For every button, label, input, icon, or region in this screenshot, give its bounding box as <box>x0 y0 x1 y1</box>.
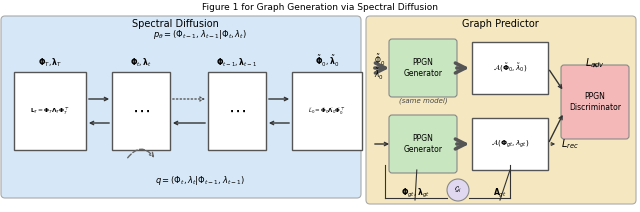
FancyBboxPatch shape <box>389 115 457 173</box>
Text: $\mathcal{A}(\mathbf{\Phi}_{gt}, \lambda_{gt})$: $\mathcal{A}(\mathbf{\Phi}_{gt}, \lambda… <box>491 138 529 150</box>
Text: PPGN
Discriminator: PPGN Discriminator <box>569 92 621 112</box>
Text: $\mathbf{\Phi}_t, \mathbf{\lambda}_t$: $\mathbf{\Phi}_t, \mathbf{\lambda}_t$ <box>130 57 152 69</box>
Text: $\cdots$: $\cdots$ <box>228 102 246 120</box>
Text: (same model): (same model) <box>399 98 447 105</box>
Text: Graph Predictor: Graph Predictor <box>461 19 538 29</box>
Bar <box>292 72 362 150</box>
Text: $q = (\Phi_t, \lambda_t|\Phi_{t-1}, \lambda_{t-1})$: $q = (\Phi_t, \lambda_t|\Phi_{t-1}, \lam… <box>155 174 245 187</box>
Text: $\tilde{\Phi}_0$: $\tilde{\Phi}_0$ <box>374 52 385 68</box>
Text: $\tilde{\lambda}_0$: $\tilde{\lambda}_0$ <box>374 66 384 82</box>
FancyBboxPatch shape <box>1 16 361 198</box>
Text: PPGN
Generator: PPGN Generator <box>403 134 442 154</box>
Text: $\mathbf{L}_T = \mathbf{\Phi}_T \mathbf{\Lambda}_T \mathbf{\Phi}_T^\top$: $\mathbf{L}_T = \mathbf{\Phi}_T \mathbf{… <box>30 105 70 117</box>
Bar <box>472 42 548 94</box>
Text: $L_{rec}$: $L_{rec}$ <box>561 137 579 151</box>
Text: $\mathbf{A}_{gt}$: $\mathbf{A}_{gt}$ <box>493 187 507 200</box>
Text: $\cdots$: $\cdots$ <box>132 102 150 120</box>
Bar <box>14 72 86 150</box>
FancyBboxPatch shape <box>389 39 457 97</box>
Text: $\tilde{\mathbf{\Phi}}_0, \tilde{\mathbf{\lambda}}_0$: $\tilde{\mathbf{\Phi}}_0, \tilde{\mathbf… <box>315 54 339 69</box>
Bar <box>208 72 266 150</box>
Circle shape <box>447 179 469 201</box>
Text: $p_{\theta} = (\Phi_{t-1}, \lambda_{t-1}|\Phi_t, \lambda_t)$: $p_{\theta} = (\Phi_{t-1}, \lambda_{t-1}… <box>153 28 247 41</box>
Text: $\tilde{L}_0 = \tilde{\mathbf{\Phi}}_0 \tilde{\mathbf{\Lambda}}_0 \tilde{\mathbf: $\tilde{L}_0 = \tilde{\mathbf{\Phi}}_0 \… <box>308 105 346 117</box>
Text: $L_{adv}$: $L_{adv}$ <box>585 56 605 70</box>
Text: $\mathbf{\Phi}_{t-1}, \mathbf{\lambda}_{t-1}$: $\mathbf{\Phi}_{t-1}, \mathbf{\lambda}_{… <box>216 57 258 69</box>
Text: Spectral Diffusion: Spectral Diffusion <box>132 19 218 29</box>
Text: $\mathcal{G}_i$: $\mathcal{G}_i$ <box>454 185 461 195</box>
Text: Figure 1 for Graph Generation via Spectral Diffusion: Figure 1 for Graph Generation via Spectr… <box>202 3 438 12</box>
FancyBboxPatch shape <box>366 16 636 204</box>
FancyBboxPatch shape <box>561 65 629 139</box>
Bar <box>472 118 548 170</box>
Text: PPGN
Generator: PPGN Generator <box>403 58 442 78</box>
Text: $\mathbf{\Phi}_{gt}, \mathbf{\lambda}_{gt}$: $\mathbf{\Phi}_{gt}, \mathbf{\lambda}_{g… <box>401 187 429 200</box>
Text: $\mathbf{\Phi}_T, \mathbf{\lambda}_T$: $\mathbf{\Phi}_T, \mathbf{\lambda}_T$ <box>38 57 62 69</box>
Bar <box>112 72 170 150</box>
Text: $\mathcal{A}(\tilde{\mathbf{\Phi}}_0, \tilde{\lambda}_0)$: $\mathcal{A}(\tilde{\mathbf{\Phi}}_0, \t… <box>493 62 527 74</box>
